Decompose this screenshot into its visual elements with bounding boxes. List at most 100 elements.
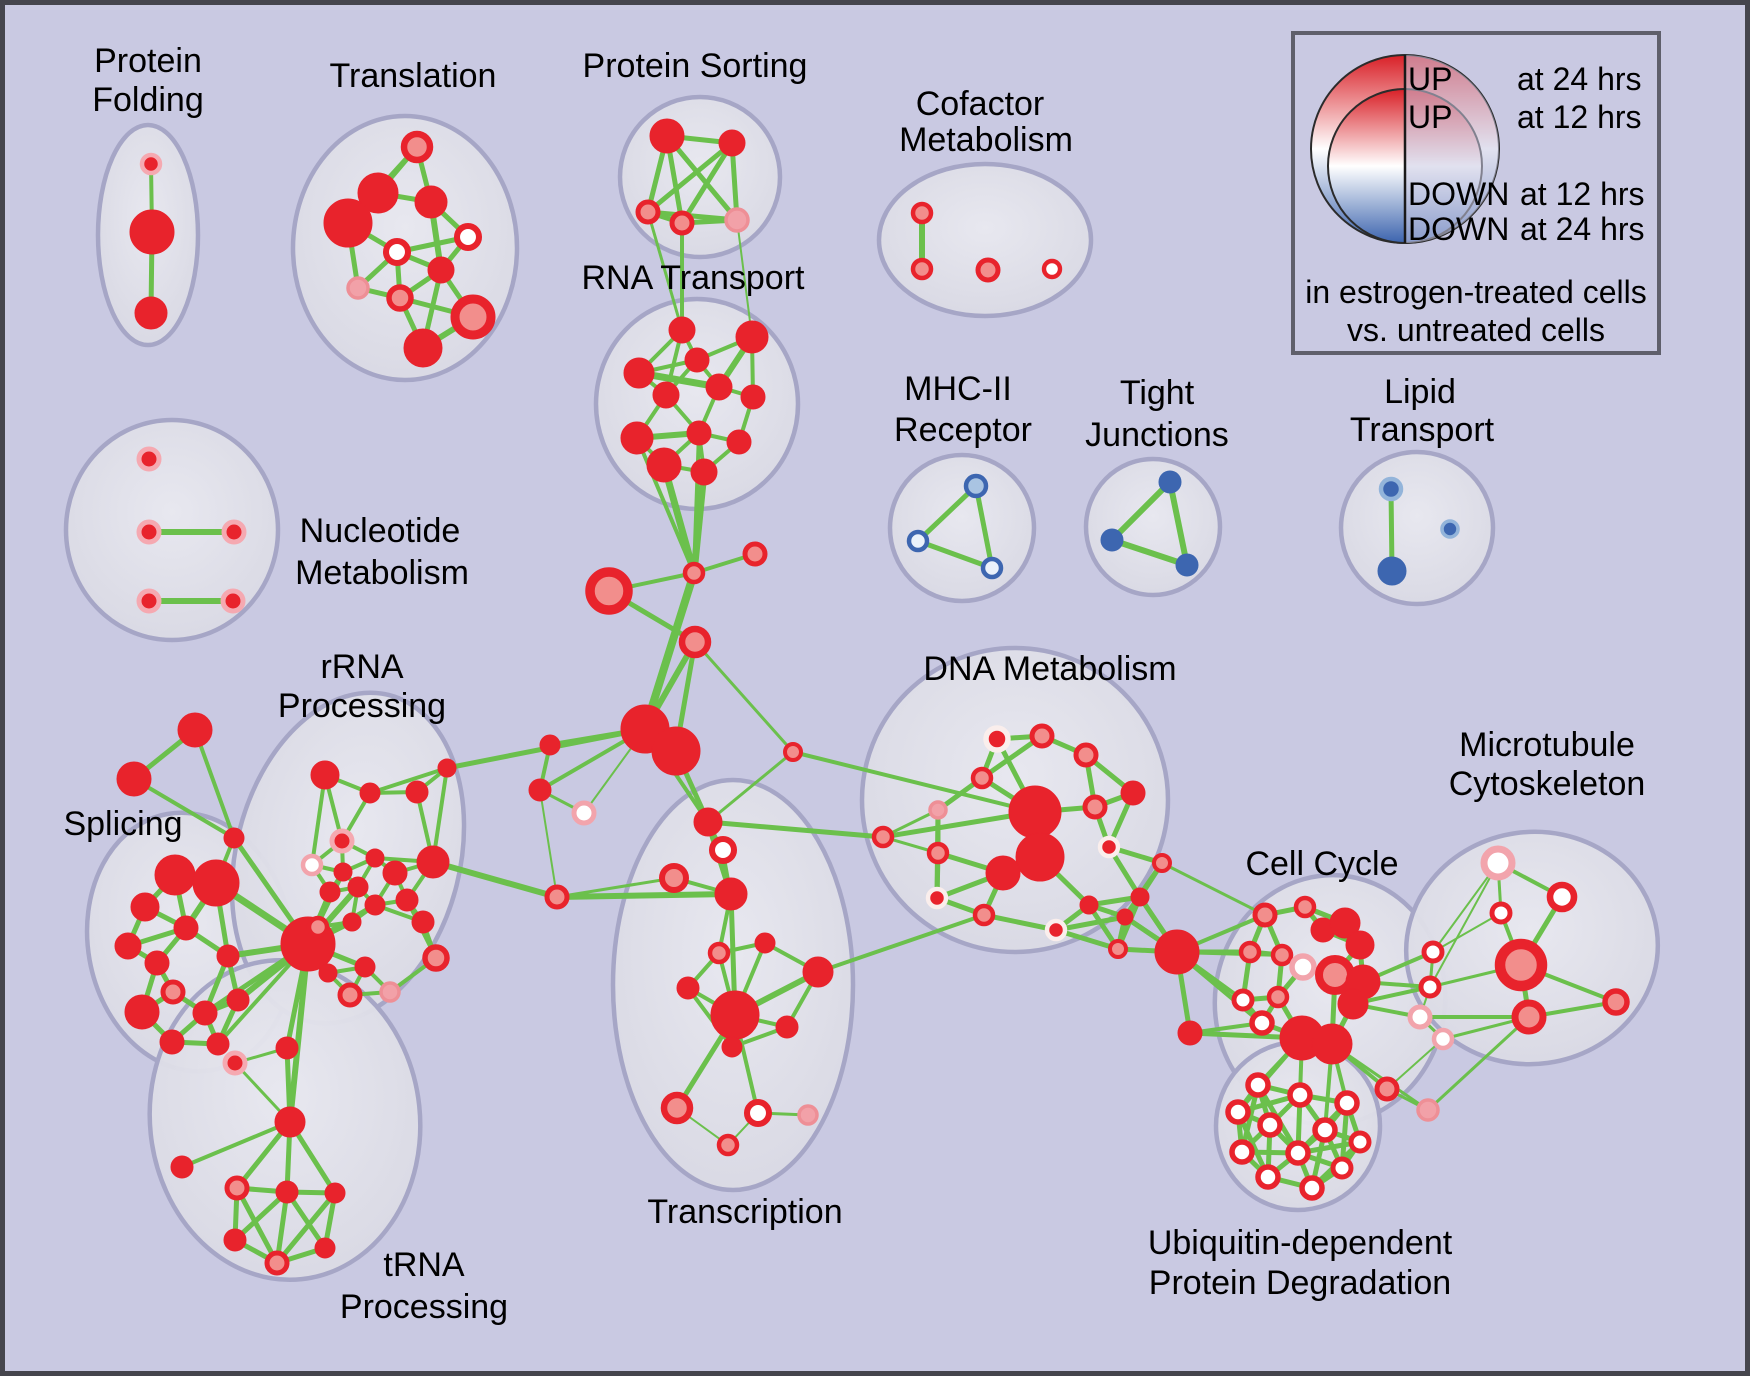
gene-node-cc16[interactable] (1177, 1020, 1203, 1046)
gene-node-rr6[interactable] (365, 848, 385, 868)
gene-node-ub1[interactable] (1287, 1082, 1313, 1108)
gene-node-sp11[interactable] (159, 1029, 185, 1055)
gene-node-sp5[interactable] (144, 950, 170, 976)
gene-node-ps3[interactable] (669, 210, 695, 236)
gene-node-cr1[interactable] (1418, 975, 1442, 999)
gene-node-lp2[interactable] (1440, 519, 1460, 539)
gene-node-dm18[interactable] (1116, 908, 1134, 926)
gene-node-mt2[interactable] (1489, 901, 1513, 925)
gene-node-tc9[interactable] (775, 1015, 799, 1039)
gene-node-m2[interactable] (742, 541, 768, 567)
gene-node-sp10[interactable] (226, 988, 250, 1012)
gene-node-tc6[interactable] (676, 976, 700, 1000)
gene-node-m8[interactable] (571, 800, 597, 826)
gene-node-dm9[interactable] (1082, 794, 1108, 820)
gene-node-dm15[interactable] (1152, 853, 1172, 873)
gene-node-rr3[interactable] (329, 828, 355, 854)
gene-node-rt7[interactable] (620, 421, 654, 455)
gene-node-rt6[interactable] (740, 384, 766, 410)
gene-node-cr0[interactable] (1421, 940, 1445, 964)
gene-node-tc11[interactable] (660, 1091, 694, 1125)
gene-node-mh1[interactable] (906, 529, 930, 553)
gene-node-t8[interactable] (386, 284, 414, 312)
gene-node-cr2[interactable] (1407, 1004, 1433, 1030)
gene-node-c1[interactable] (544, 884, 570, 910)
gene-node-t5[interactable] (382, 237, 412, 267)
gene-node-ub4[interactable] (1257, 1112, 1283, 1138)
gene-node-tj1[interactable] (1100, 528, 1124, 552)
gene-node-cc7[interactable] (1289, 953, 1317, 981)
gene-node-rt5[interactable] (705, 373, 733, 401)
gene-node-tn8[interactable] (314, 1237, 336, 1259)
gene-node-sp2[interactable] (130, 892, 160, 922)
gene-node-rt3[interactable] (623, 357, 655, 389)
gene-node-tn4[interactable] (224, 1175, 250, 1201)
gene-node-t7[interactable] (346, 276, 370, 300)
gene-node-ub6[interactable] (1348, 1130, 1372, 1154)
gene-node-tc8[interactable] (710, 990, 760, 1040)
gene-node-sp0[interactable] (154, 854, 196, 896)
gene-node-sp3[interactable] (173, 915, 199, 941)
gene-node-cc11[interactable] (1231, 988, 1255, 1012)
gene-node-rr1[interactable] (359, 782, 381, 804)
gene-node-dm20[interactable] (1154, 929, 1200, 975)
gene-node-ub10[interactable] (1299, 1175, 1325, 1201)
gene-node-mt0[interactable] (1480, 845, 1516, 881)
gene-node-rt11[interactable] (690, 458, 718, 486)
gene-node-tc14[interactable] (716, 1133, 740, 1157)
gene-node-dm8[interactable] (1120, 780, 1146, 806)
gene-node-cr5[interactable] (1416, 1098, 1440, 1122)
gene-node-dm12[interactable] (925, 886, 949, 910)
gene-node-t4[interactable] (453, 222, 483, 252)
gene-node-mt1[interactable] (1546, 881, 1578, 913)
gene-node-x1[interactable] (116, 761, 152, 797)
gene-node-lk0[interactable] (783, 742, 803, 762)
gene-node-tn5[interactable] (275, 1180, 299, 1204)
gene-node-lp1[interactable] (1377, 556, 1407, 586)
gene-node-cc6[interactable] (1270, 943, 1294, 967)
gene-node-tc1[interactable] (708, 835, 738, 865)
gene-node-t6[interactable] (427, 256, 455, 284)
gene-node-lp0[interactable] (1378, 476, 1404, 502)
gene-node-tc3[interactable] (714, 877, 748, 911)
gene-node-cc5[interactable] (1238, 940, 1262, 964)
gene-node-nm1[interactable] (136, 519, 162, 545)
gene-node-tn7[interactable] (223, 1228, 247, 1252)
gene-node-ps2[interactable] (635, 199, 661, 225)
gene-node-ps1[interactable] (718, 129, 746, 157)
gene-node-dm14[interactable] (1130, 887, 1150, 907)
gene-node-dm13[interactable] (972, 903, 996, 927)
gene-node-x2[interactable] (223, 827, 245, 849)
gene-node-rr9[interactable] (437, 758, 457, 778)
gene-node-rt4[interactable] (652, 381, 680, 409)
gene-node-cc13[interactable] (1249, 1010, 1275, 1036)
gene-node-dm0[interactable] (983, 725, 1011, 753)
gene-node-rr19[interactable] (337, 982, 363, 1008)
gene-node-rr8[interactable] (416, 845, 450, 879)
gene-node-rt1[interactable] (735, 320, 769, 354)
gene-node-ub3[interactable] (1225, 1099, 1251, 1125)
gene-node-dm6[interactable] (1008, 785, 1062, 839)
gene-node-tn9[interactable] (264, 1250, 290, 1276)
gene-node-cr4[interactable] (1374, 1076, 1400, 1102)
gene-node-rr18[interactable] (306, 915, 330, 939)
gene-node-mt4[interactable] (1511, 999, 1547, 1035)
gene-node-dm4[interactable] (928, 800, 948, 820)
gene-node-dm3[interactable] (970, 766, 994, 790)
gene-node-cr3[interactable] (1431, 1027, 1455, 1051)
gene-node-ps0[interactable] (649, 118, 685, 154)
gene-node-sp1[interactable] (192, 859, 240, 907)
gene-node-m1[interactable] (682, 561, 706, 585)
gene-node-tj0[interactable] (1158, 470, 1182, 494)
gene-node-dm19[interactable] (1108, 939, 1128, 959)
gene-node-rr2[interactable] (405, 780, 429, 804)
gene-node-t3[interactable] (323, 198, 373, 248)
gene-node-dm1[interactable] (1029, 723, 1055, 749)
gene-node-cf1[interactable] (910, 257, 934, 281)
gene-node-rr16[interactable] (411, 910, 435, 934)
gene-node-cc4[interactable] (1345, 930, 1375, 960)
gene-node-rr22[interactable] (318, 963, 338, 983)
gene-node-cc10[interactable] (1337, 988, 1369, 1020)
gene-node-rr7[interactable] (382, 860, 408, 886)
gene-node-mh0[interactable] (963, 473, 989, 499)
